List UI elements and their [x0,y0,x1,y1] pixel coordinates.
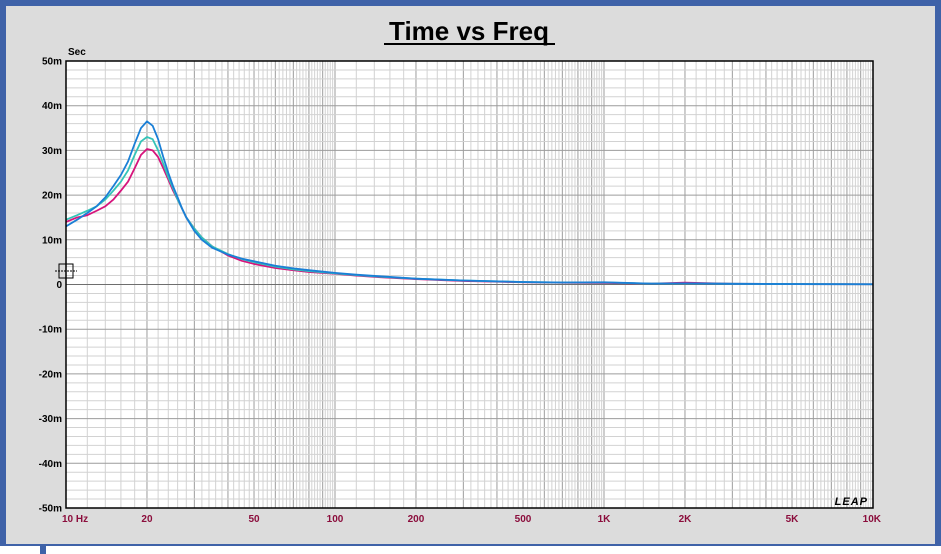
y-tick-label: 30m [42,146,62,157]
series-line-3 [65,120,874,286]
x-tick-label: 100 [327,514,344,525]
x-tick-label: 5K [786,514,800,525]
x-tick-label: 50 [248,514,260,525]
y-tick-labels: 50m 40m 30m 20m 10m 0 -10m -20m -30m -40m -50m [39,57,63,515]
x-tick-label: 20 [141,514,153,525]
series-group [65,120,874,286]
status-strip-divider [40,546,46,554]
y-tick-label: 40m [42,101,62,112]
x-tick-label: 10 Hz [62,514,88,525]
leap-logo: LEAP [835,496,868,508]
x-tick-labels: 10 Hz 20 50 100 200 500 1K 2K 5K 10K [62,514,882,525]
y-tick-label: -20m [39,369,62,380]
y-tick-label: -30m [39,414,62,425]
y-tick-label: -10m [39,325,62,336]
y-tick-label: -40m [39,459,62,470]
y-tick-label: -50m [39,504,62,515]
y-tick-label: 50m [42,57,62,68]
y-tick-label: 0 [56,280,62,291]
y-axis-unit-label: Sec [68,47,86,58]
x-tick-label: 200 [408,514,425,525]
chart-title: Time vs Freq [389,16,549,46]
status-strip [0,546,941,554]
x-tick-label: 10K [863,514,882,525]
plot-border [65,60,874,509]
x-tick-label: 500 [515,514,532,525]
y-tick-label: 20m [42,191,62,202]
cursor-marker[interactable] [55,260,77,282]
x-tick-label: 1K [598,514,612,525]
x-tick-label: 2K [679,514,693,525]
y-tick-label: 10m [42,235,62,246]
